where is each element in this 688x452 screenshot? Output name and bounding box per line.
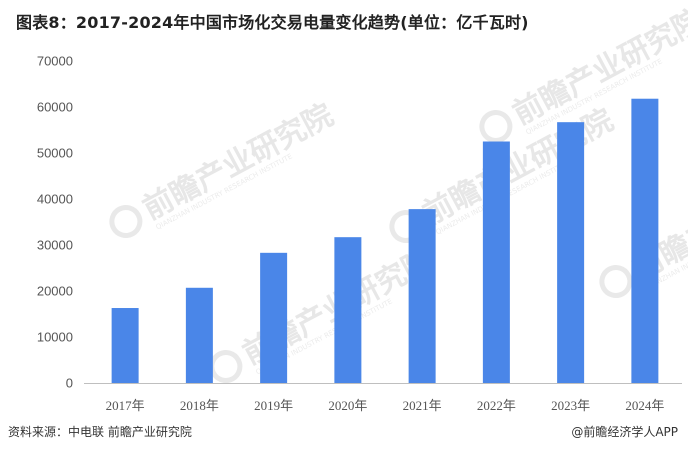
watermark-text: 前瞻产业研究院 bbox=[137, 98, 339, 227]
x-tick-label: 2018年 bbox=[180, 398, 219, 413]
bar bbox=[260, 252, 288, 383]
y-axis: 0 10000 20000 30000 40000 50000 60000 70000 bbox=[37, 54, 73, 391]
bar bbox=[408, 209, 436, 383]
y-tick-label: 0 bbox=[66, 376, 73, 391]
x-tick-label: 2021年 bbox=[403, 398, 442, 413]
bar bbox=[631, 98, 659, 383]
x-tick-label: 2017年 bbox=[106, 398, 145, 413]
x-tick-label: 2019年 bbox=[254, 398, 293, 413]
x-tick-label: 2023年 bbox=[551, 398, 590, 413]
y-tick-label: 10000 bbox=[37, 330, 73, 345]
source-note: 资料来源：中电联 前瞻产业研究院 bbox=[8, 425, 192, 439]
x-tick-label: 2024年 bbox=[625, 398, 664, 413]
watermark-logo-icon bbox=[109, 204, 143, 238]
x-tick-label: 2020年 bbox=[328, 398, 367, 413]
watermark-logo-icon bbox=[209, 349, 243, 383]
y-tick-label: 60000 bbox=[37, 100, 73, 115]
y-tick-label: 70000 bbox=[37, 54, 73, 69]
bar bbox=[185, 287, 213, 383]
bars bbox=[111, 98, 659, 384]
y-tick-label: 50000 bbox=[37, 146, 73, 161]
y-tick-label: 30000 bbox=[37, 238, 73, 253]
chart-title: 图表8：2017-2024年中国市场化交易电量变化趋势(单位：亿千瓦时) bbox=[16, 13, 529, 32]
watermark-logo-icon bbox=[599, 264, 633, 298]
bar bbox=[334, 237, 362, 383]
x-tick-label: 2022年 bbox=[477, 398, 516, 413]
y-tick-label: 20000 bbox=[37, 284, 73, 299]
bar bbox=[111, 308, 139, 383]
y-tick-label: 40000 bbox=[37, 192, 73, 207]
x-axis: 2017年 2018年 2019年 2020年 2021年 2022年 2023年 2024年 bbox=[106, 398, 665, 413]
watermark-logo-icon bbox=[479, 109, 513, 143]
bar bbox=[557, 122, 585, 384]
bar bbox=[482, 141, 510, 383]
brand-credit: @前瞻经济学人APP bbox=[571, 425, 678, 439]
